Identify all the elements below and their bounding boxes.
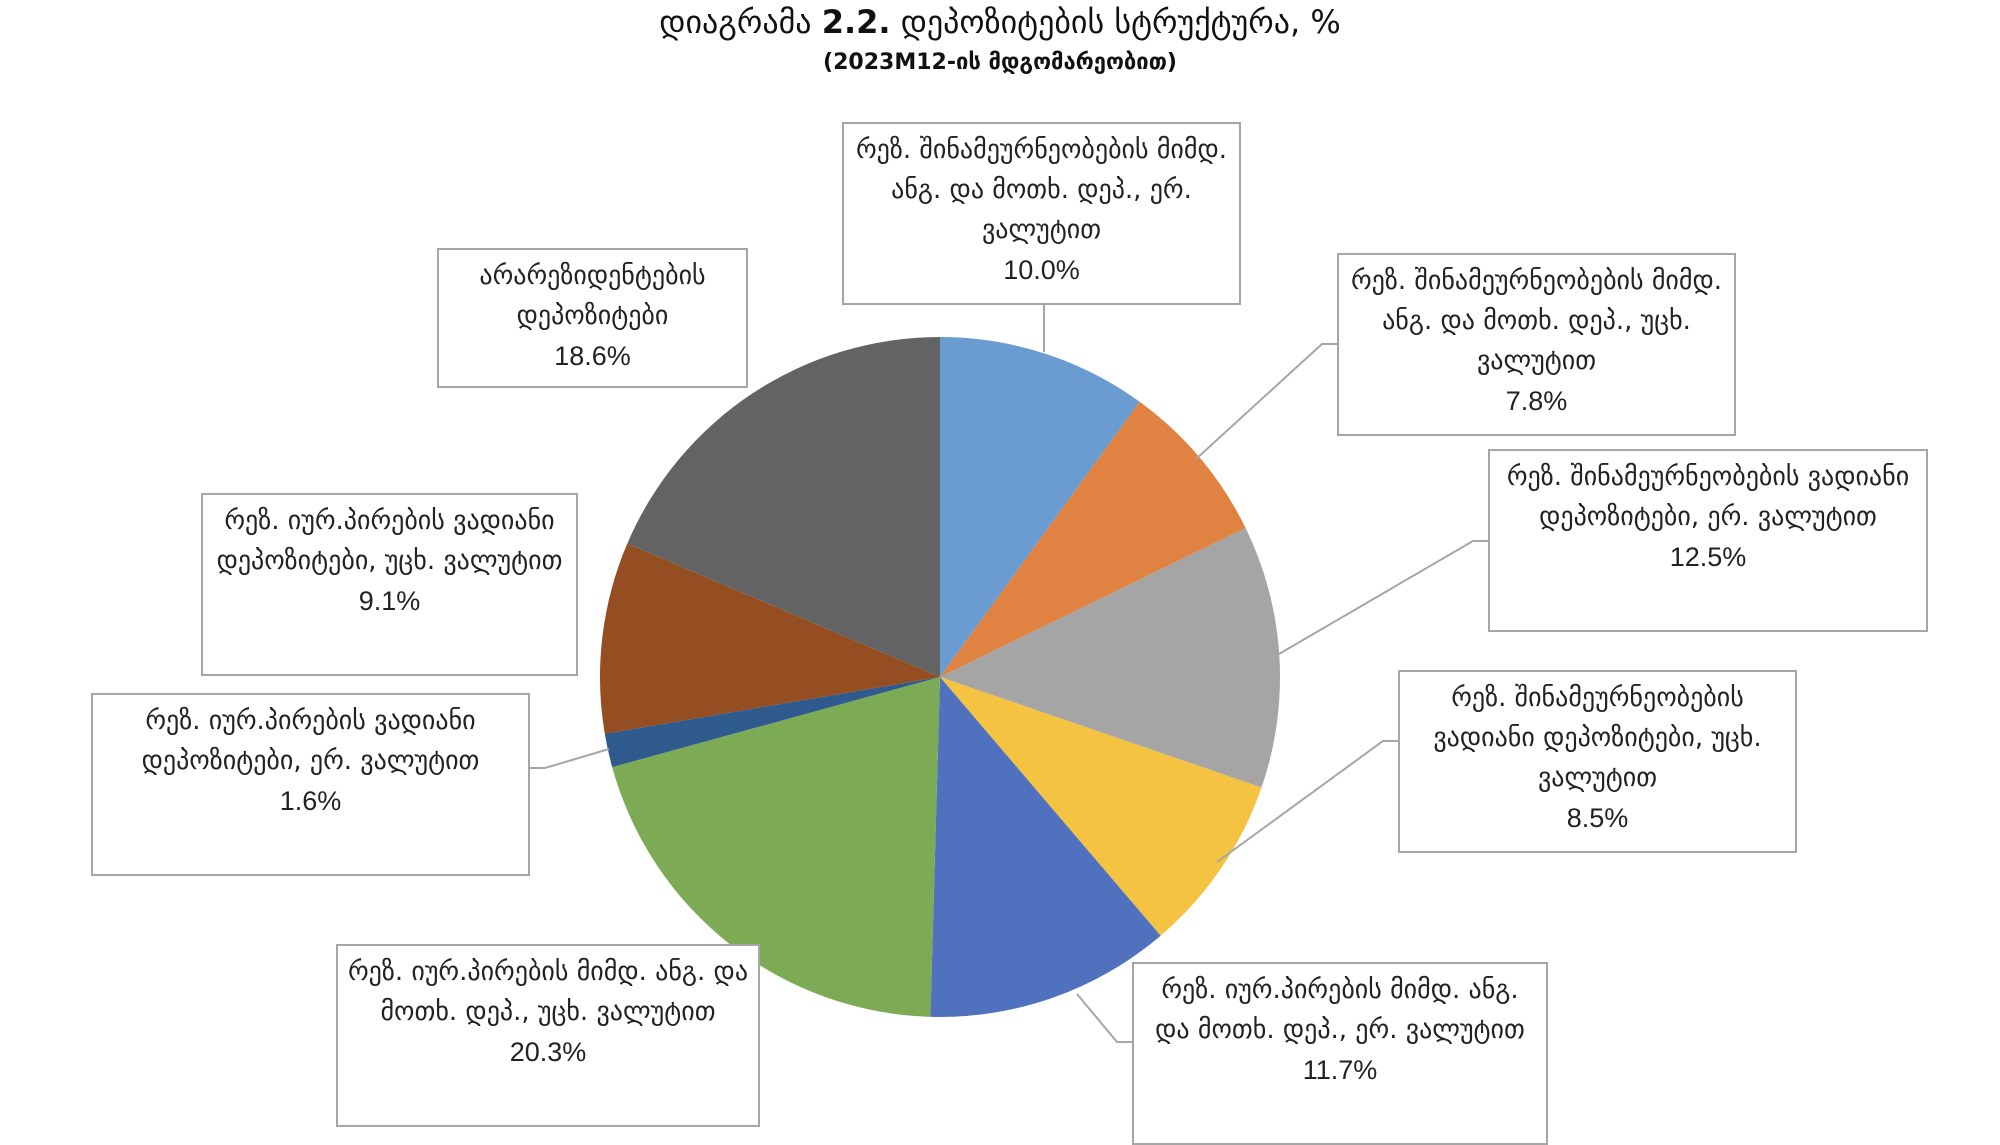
leader-line-2	[1195, 343, 1337, 460]
slice-label-value: 10.0%	[1003, 255, 1080, 285]
slice-label-name: რეზ. იურ.პირების მიმდ. ანგ. და მოთხ. დეპ…	[1155, 975, 1525, 1045]
chart-title-text: დეპოზიტების სტრუქტურა, %	[900, 3, 1341, 41]
slice-label-value: 11.7%	[1302, 1055, 1378, 1085]
slice-label-name: რეზ. იურ.პირების ვადიანი დეპოზიტები, უცხ…	[216, 506, 563, 576]
leader-line-4	[1216, 740, 1398, 863]
pie-slice-2	[940, 401, 1246, 677]
chart-title-prefix: დიაგრამა	[659, 3, 812, 41]
slice-label-name: რეზ. იურ.პირების მიმდ. ანგ. და მოთხ. დეპ…	[347, 957, 749, 1027]
slice-label-name: რეზ. იურ.პირების ვადიანი დეპოზიტები, ერ.…	[141, 706, 480, 776]
slice-label-6: რეზ. იურ.პირების მიმდ. ანგ. და მოთხ. დეპ…	[336, 944, 760, 1127]
pie-slices	[600, 337, 1280, 1017]
slice-label-value: 1.6%	[279, 786, 342, 816]
leader-line-3	[1278, 540, 1488, 655]
slice-label-name: რეზ. შინამეურნეობების ვადიანი დეპოზიტები…	[1433, 683, 1762, 793]
slice-label-name: რეზ. შინამეურნეობების ვადიანი დეპოზიტები…	[1506, 462, 1910, 532]
slice-label-4: რეზ. შინამეურნეობების ვადიანი დეპოზიტები…	[1398, 670, 1797, 853]
slice-label-name: რეზ. შინამეურნეობების მიმდ. ანგ. და მოთხ…	[855, 135, 1227, 245]
slice-label-value: 9.1%	[358, 586, 421, 616]
chart-title-number: 2.2.	[821, 3, 891, 41]
slice-label-7: რეზ. იურ.პირების ვადიანი დეპოზიტები, ერ.…	[91, 693, 530, 876]
slice-label-value: 20.3%	[509, 1037, 587, 1067]
pie-slice-6	[612, 677, 940, 1017]
leader-line-5	[1076, 993, 1132, 1043]
pie-slice-7	[604, 677, 940, 768]
slice-label-name: არარეზიდენტების დეპოზიტები	[479, 261, 706, 331]
pie-slice-4	[940, 677, 1262, 936]
slice-label-5: რეზ. იურ.პირების მიმდ. ანგ. და მოთხ. დეპ…	[1132, 962, 1548, 1145]
chart-title: დიაგრამა 2.2. დეპოზიტების სტრუქტურა, %	[0, 0, 2000, 44]
leader-lines	[530, 305, 1488, 1043]
slice-label-value: 18.6%	[554, 341, 631, 371]
pie-slice-5	[930, 677, 1161, 1017]
pie-slice-1	[940, 337, 1140, 677]
slice-label-3: რეზ. შინამეურნეობების ვადიანი დეპოზიტები…	[1488, 449, 1928, 632]
slice-label-value: 7.8%	[1505, 386, 1568, 416]
chart-subtitle: (2023M12-ის მდგომარეობით)	[823, 50, 1177, 75]
slice-label-1: რეზ. შინამეურნეობების მიმდ. ანგ. და მოთხ…	[842, 122, 1241, 305]
pie-slice-3	[940, 528, 1280, 788]
slice-label-value: 8.5%	[1566, 803, 1629, 833]
slice-label-8: რეზ. იურ.პირების ვადიანი დეპოზიტები, უცხ…	[201, 493, 578, 676]
pie-slice-8	[600, 543, 940, 734]
leader-line-7	[530, 748, 610, 769]
slice-label-2: რეზ. შინამეურნეობების მიმდ. ანგ. და მოთხ…	[1337, 253, 1736, 436]
slice-label-name: რეზ. შინამეურნეობების მიმდ. ანგ. და მოთხ…	[1350, 266, 1722, 376]
pie-slice-9	[627, 337, 940, 677]
slice-label-value: 12.5%	[1669, 542, 1747, 572]
slice-label-9: არარეზიდენტების დეპოზიტები 18.6%	[437, 248, 748, 388]
